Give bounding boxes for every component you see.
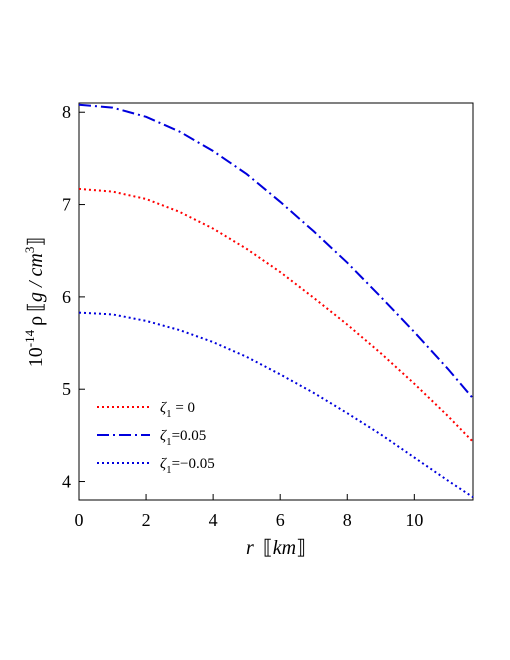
y-tick-label: 6 bbox=[62, 287, 71, 307]
x-tick-label: 8 bbox=[343, 510, 352, 530]
y-tick-label: 8 bbox=[62, 102, 71, 122]
series-line-0 bbox=[78, 187, 474, 443]
x-axis-label: r ⟦km⟧ bbox=[246, 537, 306, 559]
x-tick-label: 2 bbox=[142, 510, 151, 530]
series-line-1 bbox=[78, 103, 474, 400]
y-tick-label: 7 bbox=[62, 195, 71, 215]
x-tick-label: 4 bbox=[209, 510, 218, 530]
plot-frame bbox=[78, 102, 474, 501]
legend-label-2: ζ1=−0.05 bbox=[160, 456, 215, 476]
x-tick-label: 0 bbox=[75, 510, 84, 530]
legend: ζ1 = 0 ζ1=0.05 ζ1=−0.05 bbox=[97, 400, 215, 476]
legend-label-0: ζ1 = 0 bbox=[160, 400, 195, 420]
series-line-2 bbox=[78, 311, 474, 499]
y-tick-label: 4 bbox=[62, 472, 71, 492]
axis-ticks: 0 2 4 6 8 10 4 5 6 7 8 bbox=[62, 102, 423, 530]
legend-label-1: ζ1=0.05 bbox=[160, 428, 206, 448]
y-tick-label: 5 bbox=[62, 379, 71, 399]
y-axis-label: 10-14ρ⟦g / cm3⟧ bbox=[22, 237, 47, 368]
x-tick-label: 10 bbox=[405, 510, 423, 530]
series-lines bbox=[78, 103, 474, 499]
x-tick-label: 6 bbox=[276, 510, 285, 530]
